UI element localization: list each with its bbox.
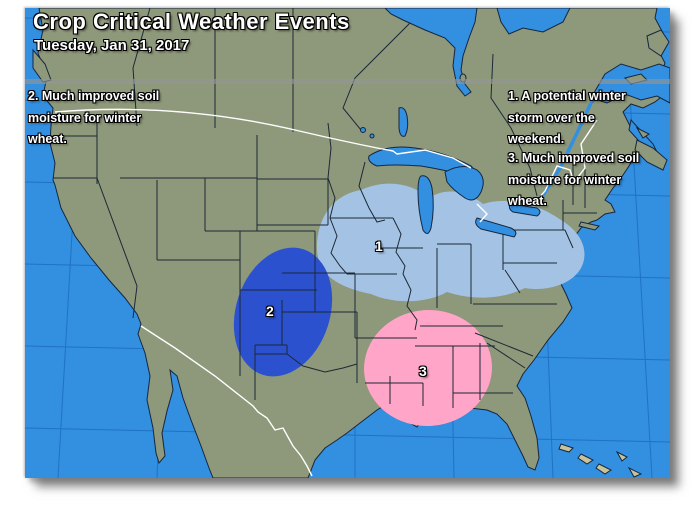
prince-edward-island: [635, 126, 650, 139]
long-island: [578, 221, 600, 231]
lake-winnipeg: [398, 107, 409, 137]
hudson-bay: [384, 8, 478, 97]
st-lawrence-river: [537, 81, 607, 203]
crop-weather-map: Crop Critical Weather Events Tuesday, Ja…: [25, 8, 670, 478]
region-2-label: 2: [266, 303, 274, 319]
nova-scotia: [634, 139, 668, 171]
detroit-border-segment: [476, 203, 488, 223]
northeast-canada-border: [536, 119, 598, 201]
annotation-soil-moisture-west: 2. Much improved soil moisture for winte…: [28, 89, 160, 146]
highlight-regions: [233, 183, 585, 427]
date-label: Tuesday, Jan 31, 2017: [34, 37, 190, 54]
bahamas-islands: [558, 443, 643, 478]
james-bay-island: [459, 73, 467, 83]
region-3-label: 3: [419, 363, 427, 379]
annotation-winter-storm: 1. A potential winter storm over the wee…: [508, 89, 626, 146]
hudson-bay-east-lobe: [496, 8, 571, 35]
lake-ontario: [508, 203, 541, 217]
international-borders: [54, 108, 598, 477]
us-canada-border: [54, 108, 472, 169]
lake-michigan: [417, 175, 434, 234]
us-weather-map-svg: [25, 8, 670, 478]
page-title: Crop Critical Weather Events: [33, 9, 350, 34]
region-3-soil-moisture: [364, 309, 492, 427]
state-borders: [53, 8, 597, 408]
region-1-label: 1: [375, 238, 383, 254]
us-mexico-border: [140, 325, 313, 477]
annotation-soil-moisture-south: 3. Much improved soil moisture for winte…: [508, 151, 640, 208]
newfoundland: [646, 29, 670, 57]
lake-erie: [475, 217, 517, 238]
